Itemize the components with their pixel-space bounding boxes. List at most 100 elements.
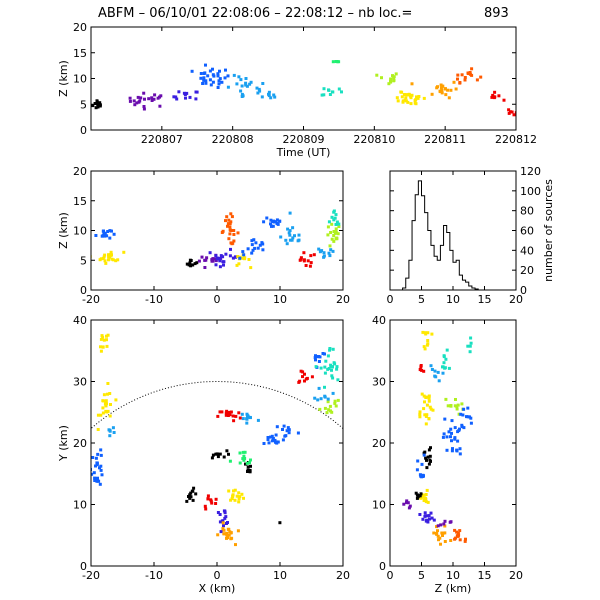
source-point: [226, 85, 230, 89]
y-tick-label: 0: [80, 560, 87, 573]
source-point: [232, 489, 235, 493]
source-point: [241, 450, 245, 454]
source-point: [261, 82, 265, 85]
source-point: [218, 452, 222, 456]
source-point: [222, 528, 226, 532]
source-point: [197, 259, 201, 263]
source-point: [416, 96, 420, 100]
source-point: [466, 415, 470, 419]
source-point: [285, 429, 289, 433]
y-axis-label: Z (km): [57, 212, 70, 249]
source-point: [327, 251, 331, 255]
source-point: [222, 260, 226, 264]
source-point: [250, 239, 254, 243]
source-point: [202, 76, 206, 80]
source-point: [314, 358, 317, 362]
source-point: [98, 258, 102, 262]
source-point: [208, 69, 212, 73]
source-point: [152, 97, 156, 101]
source-point: [433, 369, 437, 373]
source-point: [453, 426, 457, 430]
source-point: [336, 232, 340, 236]
source-point: [462, 426, 466, 430]
source-point: [116, 258, 120, 262]
source-point: [420, 462, 424, 466]
source-point: [216, 72, 220, 76]
source-point: [213, 257, 217, 261]
source-point: [394, 72, 398, 76]
source-point: [98, 482, 102, 486]
source-point: [231, 256, 235, 260]
source-point: [216, 86, 220, 89]
time_height-data: [91, 60, 516, 117]
source-point: [107, 253, 110, 257]
source-point: [222, 524, 225, 528]
source-point: [441, 531, 445, 535]
source-point: [244, 83, 248, 87]
source-point: [260, 95, 264, 99]
source-point: [99, 413, 103, 417]
source-point: [242, 496, 245, 500]
source-point: [458, 538, 462, 542]
source-point: [421, 473, 425, 477]
y-axis-label: number of sources: [542, 179, 555, 282]
source-point: [110, 257, 114, 261]
source-point: [234, 543, 237, 547]
source-point: [435, 525, 438, 529]
source-point: [99, 345, 102, 349]
source-point: [389, 80, 392, 83]
source-point: [313, 356, 317, 360]
source-point: [147, 97, 151, 101]
source-point: [457, 412, 461, 416]
source-point: [189, 259, 193, 262]
source-point: [423, 347, 427, 351]
source-point: [107, 258, 110, 262]
source-point: [128, 99, 132, 103]
source-point: [468, 72, 472, 76]
x-tick-label: 220811: [424, 133, 466, 146]
source-point: [334, 60, 338, 63]
source-point: [228, 228, 232, 232]
x-tick-label: 0: [214, 569, 221, 582]
source-point: [422, 394, 426, 398]
source-point: [509, 110, 512, 114]
y-axis-label: Y (km): [57, 425, 70, 462]
source-point: [309, 261, 313, 265]
source-point: [333, 231, 337, 235]
source-point: [425, 403, 429, 407]
source-point: [427, 394, 431, 398]
x_z-frame: [90, 170, 344, 291]
source-point: [237, 75, 241, 79]
y-tick-label: 10: [73, 225, 87, 238]
source-point: [429, 407, 433, 411]
source-point: [133, 103, 137, 107]
source-point: [445, 435, 449, 439]
source-point: [327, 408, 331, 412]
source-point: [425, 413, 429, 417]
source-point: [95, 99, 99, 103]
source-point: [332, 234, 336, 237]
source-point: [400, 90, 404, 94]
source-point: [269, 435, 272, 439]
source-point: [110, 229, 113, 233]
source-point: [214, 502, 218, 505]
source-point: [112, 232, 116, 236]
source-point: [224, 413, 228, 417]
source-point: [253, 246, 257, 250]
source-point: [98, 101, 102, 105]
source-point: [296, 239, 300, 243]
source-point: [232, 233, 236, 236]
source-point: [256, 91, 260, 95]
source-point: [199, 76, 203, 80]
source-point: [191, 489, 195, 493]
x_y-data: [91, 333, 343, 547]
source-point: [449, 539, 453, 542]
source-point: [204, 507, 208, 511]
source-point: [206, 497, 210, 501]
y-tick-label: 0: [80, 124, 87, 137]
source-point: [409, 102, 413, 106]
source-point: [449, 427, 453, 431]
source-point: [290, 238, 294, 242]
source-point: [334, 227, 338, 231]
